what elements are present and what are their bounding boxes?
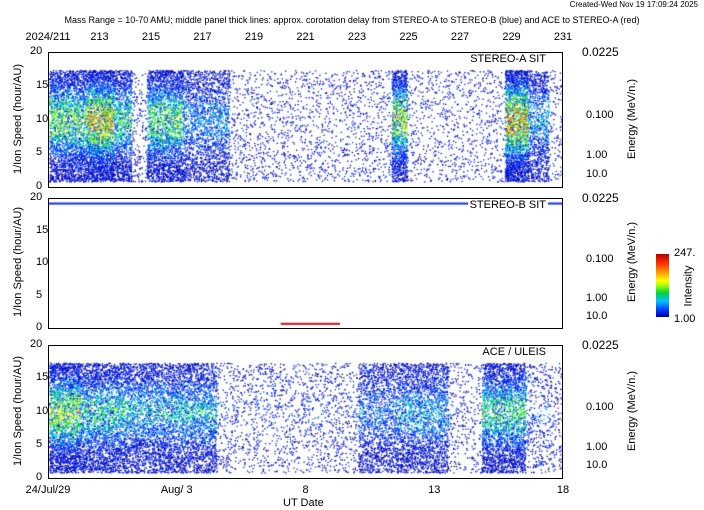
top-tick-label: 227	[450, 31, 470, 43]
energy-tick-label: 1.00	[586, 440, 608, 453]
top-tick-label: 219	[244, 31, 264, 43]
y-tick-label: 10	[36, 404, 49, 417]
energy-tick-label: 10.0	[586, 459, 608, 472]
y-tick-label: 10	[36, 112, 49, 125]
energy-tick-label: 10.0	[586, 168, 608, 181]
bottom-tick-label: Aug/ 3	[160, 484, 193, 496]
y-tick-label: 20	[30, 338, 43, 350]
energy-tick-label: 10.0	[586, 309, 608, 322]
bottom-tick-label: 8	[302, 484, 309, 496]
y-tick-label: 15	[36, 78, 49, 91]
top-tick-label: 223	[347, 31, 367, 43]
energy-tick-label: 0.100	[586, 252, 614, 265]
top-tick-label: 231	[553, 31, 573, 43]
y-tick-label: 0	[36, 471, 43, 483]
subtitle: Mass Range = 10-70 AMU; middle panel thi…	[64, 15, 640, 25]
spectrogram-canvas	[49, 346, 562, 479]
top-tick-label: 225	[399, 31, 418, 43]
y-tick-label: 0	[36, 180, 43, 192]
colorbar-max: 247.	[674, 247, 696, 259]
colorbar	[656, 254, 669, 317]
y-tick-label: 5	[36, 288, 43, 301]
y-axis-label: 1/Ion Speed (hour/AU)	[12, 355, 24, 466]
spectrogram-canvas	[49, 53, 562, 188]
y-tick-label: 15	[36, 223, 49, 236]
bottom-tick-label: 18	[556, 484, 570, 496]
y-tick-label: 5	[36, 437, 43, 450]
top-tick-label: 221	[296, 31, 315, 43]
y-axis-label: 1/Ion Speed (hour/AU)	[12, 206, 24, 318]
x-axis-label: UT Date	[283, 497, 324, 509]
panel-ace-uleis: ACE / ULEIS	[48, 345, 563, 479]
energy-tick-label: 0.0225	[582, 338, 619, 352]
panel-title: ACE / ULEIS	[480, 346, 548, 358]
panel-title: STEREO-B SIT	[467, 199, 548, 211]
energy-tick-label: 1.00	[586, 149, 608, 162]
panel-title: STEREO-A SIT	[468, 53, 548, 65]
panel-stereo-b-sit: STEREO-B SIT	[48, 198, 563, 329]
y-tick-label: 20	[30, 45, 43, 57]
panel-stereo-a-sit: STEREO-A SIT	[48, 52, 563, 188]
energy-axis-label: Energy (MeV/n.)	[626, 370, 638, 451]
top-tick-label: 2024/211	[25, 31, 71, 43]
top-tick-label: 217	[193, 31, 212, 43]
energy-tick-label: 0.100	[586, 400, 614, 413]
top-tick-label: 229	[502, 31, 521, 43]
y-tick-label: 10	[36, 256, 49, 268]
y-axis-label: 1/Ion Speed (hour/AU)	[12, 63, 24, 174]
energy-axis-label: Energy (MeV/n.)	[626, 221, 638, 303]
energy-tick-label: 0.100	[586, 108, 614, 121]
y-tick-label: 0	[36, 321, 43, 333]
y-tick-label: 20	[30, 191, 43, 203]
energy-tick-label: 0.0225	[582, 45, 619, 59]
energy-tick-label: 0.0225	[582, 191, 619, 205]
energy-axis-label: Energy (MeV/n.)	[626, 78, 638, 159]
spectrogram-canvas	[49, 199, 562, 329]
bottom-tick-label: 13	[428, 484, 441, 496]
top-tick-label: 213	[90, 31, 109, 43]
bottom-tick-label: 24/Jul/29	[25, 484, 71, 496]
colorbar-min: 1.00	[674, 313, 696, 325]
colorbar-label: Intensity	[682, 265, 695, 307]
energy-tick-label: 1.00	[586, 291, 608, 304]
y-tick-label: 5	[36, 146, 43, 159]
created-timestamp: Created-Wed Nov 19 17:09:24 2025	[569, 0, 698, 9]
top-tick-label: 215	[141, 31, 161, 43]
y-tick-label: 15	[36, 371, 49, 384]
